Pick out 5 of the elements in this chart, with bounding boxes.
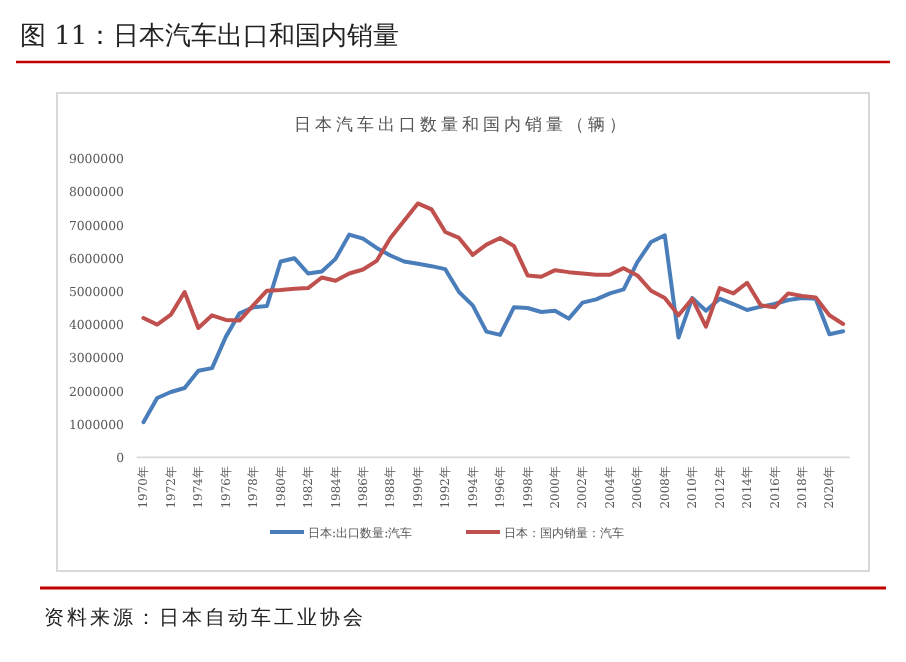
chart-title: 图 11：日本汽车出口和国内销量 (20, 22, 400, 52)
text: 资料来源：日本自动车工业协会 (44, 606, 366, 630)
chart-subtitle: 日本汽车出口数量和国内销量（辆） (294, 114, 630, 136)
line-series (141, 232, 846, 425)
line-series (141, 201, 846, 330)
